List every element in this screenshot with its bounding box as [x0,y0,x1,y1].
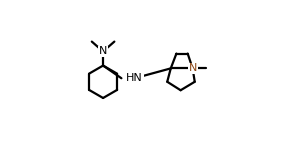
Text: HN: HN [126,73,143,83]
Text: N: N [189,63,198,73]
Text: N: N [99,47,107,56]
